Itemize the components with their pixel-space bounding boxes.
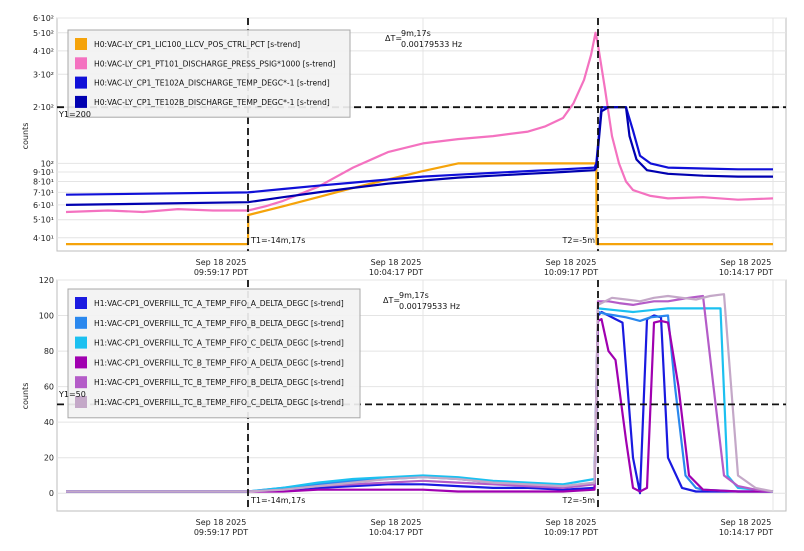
x-tick-label-date: Sep 18 2025: [721, 518, 772, 527]
y-tick-label: 120: [39, 276, 54, 285]
delta-t-symbol: ΔT=: [385, 34, 402, 43]
x-tick-label-date: Sep 18 2025: [546, 258, 597, 267]
x-tick-label-date: Sep 18 2025: [371, 258, 422, 267]
legend-box: [67, 29, 351, 118]
series-group: [66, 293, 774, 495]
cursor-label-2: T2=-5m: [562, 496, 596, 505]
legend-entry-1[interactable]: H0:VAC-LY_CP1_LIC100_LLCV_POS_CTRL_PCT […: [94, 40, 300, 49]
x-tick-label-time: 10:04:17 PDT: [369, 268, 423, 277]
series-line-2: [66, 310, 773, 493]
legend-swatch-3: [75, 336, 87, 349]
y-tick-label: 4·10¹: [33, 234, 54, 243]
threshold-label: Y1=50: [58, 390, 86, 399]
x-tick-label-time: 10:09:17 PDT: [544, 268, 598, 277]
x-tick-label-time: 10:04:17 PDT: [369, 528, 423, 537]
series-line-3: [65, 106, 773, 196]
series-line-2: [65, 31, 774, 214]
series-line-4: [66, 318, 773, 493]
legend-entry-3[interactable]: H1:VAC-CP1_OVERFILL_TC_A_TEMP_FIFO_C_DEL…: [94, 339, 344, 348]
legend-entry-5[interactable]: H1:VAC-CP1_OVERFILL_TC_B_TEMP_FIFO_B_DEL…: [94, 378, 344, 387]
x-tick-label-time: 09:59:17 PDT: [194, 268, 248, 277]
x-tick-label-date: Sep 18 2025: [721, 258, 772, 267]
x-tick-label-date: Sep 18 2025: [196, 518, 247, 527]
series-group: [65, 31, 774, 246]
x-tick-label-time: 09:59:17 PDT: [194, 528, 248, 537]
legend-entry-1[interactable]: H1:VAC-CP1_OVERFILL_TC_A_TEMP_FIFO_A_DEL…: [94, 299, 344, 308]
y-tick-label: 10²: [41, 159, 54, 168]
y-tick-label: 6·10¹: [33, 201, 54, 210]
y-tick-label: 4·10²: [33, 47, 54, 56]
y-tick-label: 5·10²: [33, 29, 54, 38]
legend-swatch-6: [75, 396, 87, 408]
y-tick-label: 80: [44, 347, 54, 356]
legend-swatch-1: [75, 297, 87, 309]
x-tick-label-time: 10:14:17 PDT: [719, 528, 773, 537]
legend-entry-4[interactable]: H1:VAC-CP1_OVERFILL_TC_B_TEMP_FIFO_A_DEL…: [94, 358, 344, 367]
y-tick-label: 8·10¹: [33, 178, 54, 187]
legend-swatch-5: [75, 376, 87, 389]
y-tick-label: 6·10²: [33, 14, 54, 23]
y-tick-label: 0: [49, 489, 54, 498]
y-tick-label: 5·10¹: [33, 216, 54, 225]
y-tick-label: 40: [44, 418, 54, 427]
delta-t-duration: 9m,17s: [401, 29, 431, 38]
y-axis-label: counts: [21, 383, 30, 410]
x-tick-label-time: 10:09:17 PDT: [544, 528, 598, 537]
legend-entry-2[interactable]: H0:VAC-LY_CP1_PT101_DISCHARGE_PRESS_PSIG…: [94, 59, 336, 68]
series-line-4: [65, 106, 773, 206]
legend-swatch-4: [75, 95, 87, 108]
legend-swatch-2: [75, 57, 87, 70]
series-line-1: [66, 162, 773, 246]
y-tick-label: 7·10¹: [33, 188, 54, 197]
legend-entry-2[interactable]: H1:VAC-CP1_OVERFILL_TC_A_TEMP_FIFO_B_DEL…: [94, 319, 344, 328]
x-tick-label-date: Sep 18 2025: [371, 518, 422, 527]
delta-t-frequency: 0.00179533 Hz: [399, 302, 460, 311]
x-tick-label-time: 10:14:17 PDT: [719, 268, 773, 277]
y-tick-label: 3·10²: [33, 70, 54, 79]
series-line-5: [66, 294, 774, 493]
cursor-label-1: T1=-14m,17s: [250, 236, 305, 245]
x-tick-label-date: Sep 18 2025: [196, 258, 247, 267]
y-tick-label: 2·10²: [33, 103, 54, 112]
y-axis-label: counts: [21, 123, 30, 150]
legend-swatch-3: [75, 76, 87, 89]
legend-entry-6[interactable]: H1:VAC-CP1_OVERFILL_TC_B_TEMP_FIFO_C_DEL…: [94, 398, 344, 407]
cursor-label-1: T1=-14m,17s: [250, 496, 305, 505]
legend-swatch-4: [75, 356, 87, 369]
legend-swatch-1: [75, 38, 87, 50]
y-tick-label: 20: [44, 454, 54, 463]
legend-box: [67, 288, 361, 419]
delta-t-symbol: ΔT=: [383, 296, 400, 305]
y-tick-label: 9·10¹: [33, 168, 54, 177]
legend-entry-3[interactable]: H0:VAC-LY_CP1_TE102A_DISCHARGE_TEMP_DEGC…: [94, 79, 330, 88]
legend: H1:VAC-CP1_OVERFILL_TC_A_TEMP_FIFO_A_DEL…: [67, 288, 361, 419]
delta-t-frequency: 0.00179533 Hz: [401, 40, 462, 49]
delta-t-duration: 9m,17s: [399, 291, 429, 300]
cursor-label-2: T2=-5m: [562, 236, 596, 245]
threshold-label: Y1=200: [58, 110, 91, 119]
x-tick-label-date: Sep 18 2025: [546, 518, 597, 527]
legend-swatch-2: [75, 316, 87, 329]
y-tick-label: 60: [44, 383, 54, 392]
legend-entry-4[interactable]: H0:VAC-LY_CP1_TE102B_DISCHARGE_TEMP_DEGC…: [94, 98, 330, 107]
legend: H0:VAC-LY_CP1_LIC100_LLCV_POS_CTRL_PCT […: [67, 29, 351, 118]
y-tick-label: 100: [39, 312, 54, 321]
